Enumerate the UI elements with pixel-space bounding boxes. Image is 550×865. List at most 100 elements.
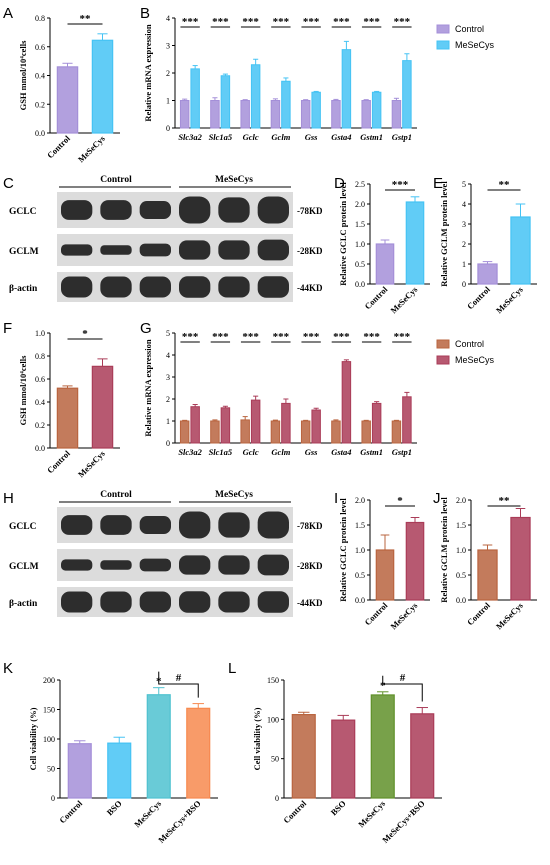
x-gene-label: Gstm1	[360, 447, 383, 457]
x-gene-label: Gss	[305, 132, 318, 142]
y-axis-title: Relative mRNA expression	[143, 24, 153, 121]
y-axis-title: Relative GCLM protein level	[439, 181, 449, 287]
panel-label-a: A	[3, 5, 13, 22]
blot-band	[100, 515, 132, 535]
y-tick-label: 50	[47, 765, 55, 774]
x-gene-label: Gsta4	[331, 447, 351, 457]
chart-i-gclc: 0.0 0.5 1.0 1.5 2.0 Relative GCLC protein lev…	[338, 495, 430, 631]
y-tick-label: 150	[267, 676, 279, 685]
x-gene-label: Slc1a5	[209, 447, 233, 457]
blot-membrane-1	[57, 234, 293, 266]
x-gene-label: Gstp1	[392, 447, 412, 457]
chart-g-mrna: 0 1 2 3 4 5 Relative mRNA expression Slc3a2 *** S…	[143, 329, 495, 457]
blot-group-control: Control	[100, 490, 132, 500]
x-category-label: Control	[465, 600, 492, 627]
significance-label: ***	[303, 331, 320, 343]
x-category-label: MeSeCys	[494, 284, 526, 316]
blot-band	[218, 512, 250, 538]
bar-gclm-mesecys	[281, 402, 291, 444]
bar-slc1a5-mesecys	[220, 407, 231, 444]
chart-a-gsh: 0.0 0.2 0.4 0.6 0.8 GSH mmol/10⁴cells Control M…	[18, 13, 120, 164]
blot-membrane-0	[57, 192, 293, 228]
y-tick-label: 2	[166, 69, 170, 78]
chart-j-gclm: 0.0 0.5 1.0 1.5 2.0 Relative GCLM protein lev…	[439, 495, 537, 631]
panel-label-c: C	[3, 175, 14, 192]
bar-control	[375, 549, 395, 601]
bar-mesecys-bso	[186, 707, 211, 799]
y-tick-label: 1	[166, 97, 170, 106]
y-tick-label: 2.0	[355, 496, 365, 505]
blot-membrane-2	[57, 587, 293, 617]
x-category-label: Control	[362, 284, 389, 311]
blot-band	[257, 276, 289, 298]
y-axis-title: GSH mmol/10⁴cells	[18, 40, 28, 111]
x-category-label: Control	[465, 284, 492, 311]
x-gene-label: Gclm	[271, 447, 290, 457]
bar-gss-control	[300, 100, 311, 129]
blot-band	[179, 276, 211, 298]
blot-band	[257, 554, 289, 576]
x-category-label: BSO	[329, 798, 348, 817]
bar-bso	[331, 719, 356, 799]
y-tick-label: 1.0	[35, 329, 45, 338]
blot-band	[218, 591, 250, 613]
bar-control	[291, 714, 316, 799]
bar-mesecys-bso	[410, 713, 435, 799]
y-tick-label: 1.0	[456, 546, 466, 555]
y-tick-label: 0.2	[35, 421, 45, 430]
bar-mesecys	[146, 694, 171, 799]
y-tick-label: 0.5	[355, 571, 365, 580]
y-tick-label: 5	[166, 329, 170, 338]
significance-label: ***	[392, 179, 409, 191]
bar-gss-mesecys	[311, 409, 321, 444]
y-axis-title: Relative GCLM protein level	[439, 497, 449, 603]
x-category-label: MeSeCys	[76, 448, 108, 480]
y-tick-label: 2.5	[355, 180, 365, 189]
x-category-label: MeSeCys+BSO	[380, 798, 427, 845]
bar-gstm1-control	[361, 420, 371, 444]
blot-band	[100, 200, 132, 220]
blot-protein-label: GCLM	[9, 562, 39, 572]
blot-protein-label: GCLM	[9, 247, 39, 257]
y-tick-label: 3	[166, 373, 170, 382]
bar-gstm1-control	[361, 100, 371, 129]
bar-control	[56, 66, 79, 134]
x-category-label: Control	[45, 133, 72, 160]
y-tick-label: 0.4	[35, 398, 45, 407]
x-category-label: Control	[57, 798, 84, 825]
y-tick-label: 0.0	[35, 129, 45, 138]
y-tick-label: 150	[43, 706, 55, 715]
y-tick-label: 1.5	[355, 220, 365, 229]
y-tick-label: 0	[51, 794, 55, 803]
blot-band	[139, 276, 171, 298]
y-tick-label: 100	[43, 735, 55, 744]
significance-label: ***	[394, 16, 411, 28]
bar-gss-control	[300, 420, 311, 444]
legend-label-mesecys: MeSeCys	[455, 40, 495, 50]
blot-band	[100, 245, 132, 255]
bar-gclm-control	[270, 420, 281, 444]
bar-gsta4-mesecys	[341, 361, 352, 444]
blot-kd-label: -44KD	[297, 283, 323, 293]
chart-k-viability: 0 50 100 150 200 Cell viability (%) Control BSO…	[28, 671, 218, 845]
bar-gstm1-mesecys	[371, 402, 382, 444]
significance-label: ***	[242, 16, 259, 28]
bar-slc3a2-control	[179, 100, 190, 129]
blot-membrane-0	[57, 507, 293, 543]
bar-mesecys	[405, 521, 425, 601]
y-tick-label: 4	[166, 14, 170, 23]
blot-band	[218, 197, 250, 223]
panel-label-b: B	[140, 5, 150, 22]
y-tick-label: 0	[462, 280, 466, 289]
y-tick-label: 2	[166, 395, 170, 404]
blot-band	[139, 516, 171, 534]
bar-mesecys	[91, 365, 114, 449]
blot-protein-label: GCLC	[9, 207, 37, 217]
significance-label: ***	[273, 331, 290, 343]
blot-band	[257, 591, 289, 613]
y-tick-label: 0.0	[355, 280, 365, 289]
significance-label: ***	[212, 16, 229, 28]
blot-kd-label: -44KD	[297, 598, 323, 608]
x-gene-label: Gclc	[243, 132, 259, 142]
legend-swatch-mesecys	[436, 355, 450, 365]
